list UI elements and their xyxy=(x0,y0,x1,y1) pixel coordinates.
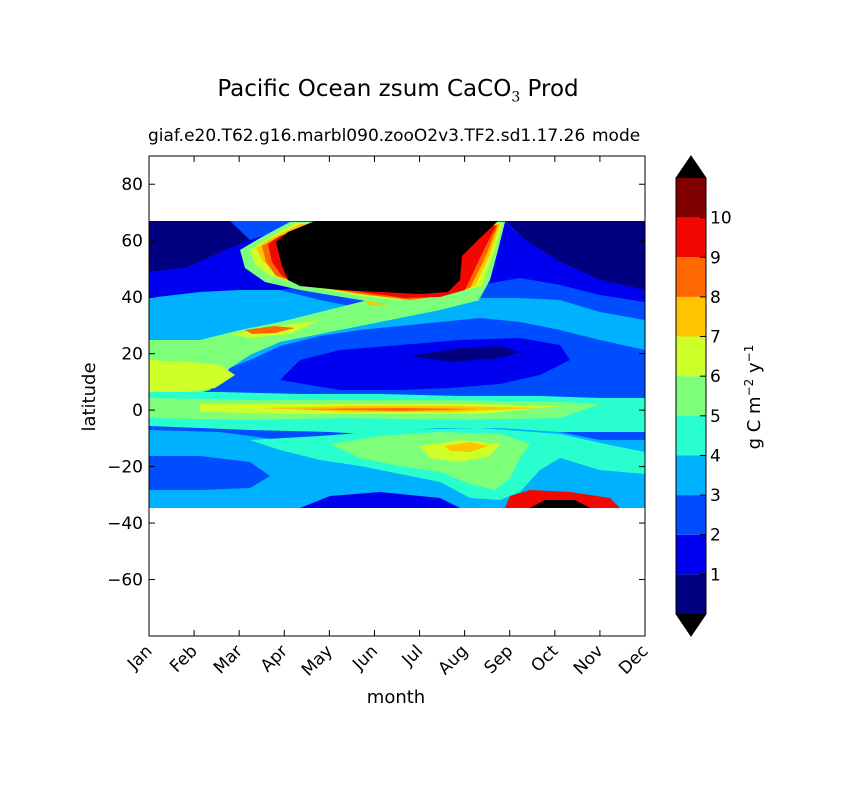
field-level-0-1-central xyxy=(410,346,520,362)
y-tick-label: 60 xyxy=(121,232,143,252)
colorbar-swatch xyxy=(676,376,706,416)
y-tick-label: 80 xyxy=(121,175,143,195)
field-level-8-9-equator xyxy=(300,408,480,411)
field-level-0-1-north xyxy=(149,221,645,290)
y-axis-label: latitude xyxy=(79,362,100,431)
field-level-6-7-west xyxy=(149,360,235,394)
field-level-8-9-bar xyxy=(245,326,295,334)
colorbar-swatch xyxy=(676,455,706,496)
y-tick-label: 40 xyxy=(121,288,143,308)
field-level-over-north xyxy=(276,221,498,294)
colorbar-swatch xyxy=(676,495,706,535)
field-level-3-4-mid xyxy=(149,290,645,372)
y-tick-label: −60 xyxy=(107,571,143,591)
colorbar-extend-under xyxy=(676,614,706,636)
contour-field xyxy=(149,221,645,508)
x-tick-label: Sep xyxy=(480,641,517,678)
chart-title: Pacific Ocean zsum CaCO3 Prod xyxy=(217,76,579,106)
field-level-9-10-south xyxy=(505,490,620,508)
colorbar-swatch xyxy=(676,217,706,258)
colorbar-tick-label: 1 xyxy=(710,565,721,585)
colorbar-swatch xyxy=(676,415,706,456)
y-axis: 80 60 40 20 0 −20 −40 −60 xyxy=(107,175,645,591)
x-tick-label: Aug xyxy=(435,641,473,679)
colorbar-tick-label: 4 xyxy=(710,446,721,466)
colorbar-tick-label: 3 xyxy=(710,486,721,506)
colorbar-swatch xyxy=(676,336,706,377)
field-level-1-2-south xyxy=(300,492,460,508)
colorbar: 1 2 3 4 5 6 7 8 9 10 xyxy=(675,155,732,637)
field-level-7-8-south xyxy=(445,442,488,452)
y-tick-label: −20 xyxy=(107,458,143,478)
chart-subtitle: giaf.e20.T62.g16.marbl090.zooO2v3.TF2.sd… xyxy=(148,126,586,146)
colorbar-swatch xyxy=(676,257,706,297)
x-axis-label: month xyxy=(367,687,425,708)
colorbar-tick-label: 5 xyxy=(710,407,721,427)
colorbar-tick-label: 7 xyxy=(710,328,721,348)
colorbar-outline xyxy=(675,155,707,637)
colorbar-tick-label: 9 xyxy=(710,248,721,268)
field-level-2-3-southwest xyxy=(149,456,270,490)
colorbar-label: g C m−2 y−1 xyxy=(742,345,765,450)
x-tick-label: Nov xyxy=(570,641,608,679)
chart-subtitle-right: mode xyxy=(592,126,641,146)
field-level-over-south xyxy=(530,500,590,508)
colorbar-tick-label: 6 xyxy=(710,367,721,387)
x-tick-label: Feb xyxy=(166,641,201,676)
x-tick-label: Jan xyxy=(123,641,156,674)
field-level-5-6-west xyxy=(149,288,480,398)
x-tick-label: Jul xyxy=(398,641,427,670)
colorbar-tick-label: 8 xyxy=(710,288,721,308)
x-tick-label: Mar xyxy=(210,641,247,678)
y-tick-label: 20 xyxy=(121,345,143,365)
colorbar-swatch xyxy=(676,178,706,218)
colorbar-swatch xyxy=(676,296,706,337)
x-tick-label: Jun xyxy=(348,641,382,675)
colorbar-tick-label: 10 xyxy=(710,209,732,229)
y-tick-label: −40 xyxy=(107,514,143,534)
x-tick-label: Dec xyxy=(615,641,652,678)
plot-frame xyxy=(148,155,646,637)
colorbar-extend-over xyxy=(676,156,706,178)
colorbar-tick-label: 2 xyxy=(710,526,721,546)
y-tick-label: 0 xyxy=(132,401,143,421)
x-tick-label: Oct xyxy=(527,641,562,676)
colorbar-swatch xyxy=(676,574,706,614)
x-tick-label: Apr xyxy=(257,641,292,676)
colorbar-swatch xyxy=(676,534,706,575)
x-tick-label: May xyxy=(298,641,337,680)
